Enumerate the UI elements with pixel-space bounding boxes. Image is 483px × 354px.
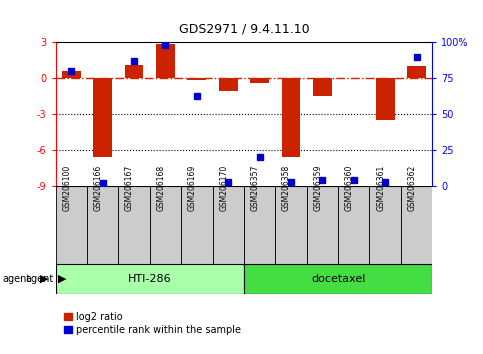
Bar bbox=[338, 186, 369, 264]
Bar bbox=[369, 186, 401, 264]
Text: GSM206360: GSM206360 bbox=[345, 165, 354, 211]
Text: agent: agent bbox=[2, 274, 30, 284]
Text: GSM206170: GSM206170 bbox=[219, 165, 228, 211]
Bar bbox=[407, 67, 426, 78]
Text: ▶: ▶ bbox=[40, 274, 48, 284]
Bar bbox=[401, 186, 432, 264]
Text: GSM206168: GSM206168 bbox=[156, 165, 165, 211]
Bar bbox=[56, 264, 244, 294]
Text: agent: agent bbox=[25, 274, 53, 284]
Text: HTI-286: HTI-286 bbox=[128, 274, 171, 284]
Bar bbox=[181, 186, 213, 264]
Bar bbox=[244, 186, 275, 264]
Bar bbox=[307, 186, 338, 264]
Bar bbox=[87, 186, 118, 264]
Text: ▶: ▶ bbox=[58, 274, 67, 284]
Bar bbox=[376, 78, 395, 120]
Bar bbox=[156, 44, 175, 78]
Text: GSM206166: GSM206166 bbox=[94, 165, 103, 211]
Bar bbox=[93, 78, 112, 157]
Bar bbox=[187, 78, 206, 80]
Bar bbox=[250, 78, 269, 82]
Bar bbox=[125, 65, 143, 78]
Text: GSM206167: GSM206167 bbox=[125, 165, 134, 211]
Bar bbox=[56, 186, 87, 264]
Text: GSM206359: GSM206359 bbox=[313, 165, 323, 211]
Text: docetaxel: docetaxel bbox=[311, 274, 365, 284]
Bar bbox=[62, 71, 81, 78]
Text: GDS2971 / 9.4.11.10: GDS2971 / 9.4.11.10 bbox=[179, 22, 309, 35]
Bar bbox=[118, 186, 150, 264]
Text: GSM206357: GSM206357 bbox=[251, 165, 260, 211]
Text: GSM206358: GSM206358 bbox=[282, 165, 291, 211]
Bar bbox=[244, 264, 432, 294]
Bar bbox=[150, 186, 181, 264]
Bar bbox=[219, 78, 238, 91]
Bar bbox=[313, 78, 332, 96]
Text: GSM206362: GSM206362 bbox=[408, 165, 416, 211]
Bar bbox=[282, 78, 300, 157]
Text: GSM206169: GSM206169 bbox=[188, 165, 197, 211]
Bar bbox=[275, 186, 307, 264]
Bar bbox=[213, 186, 244, 264]
Legend: log2 ratio, percentile rank within the sample: log2 ratio, percentile rank within the s… bbox=[60, 308, 245, 338]
Text: GSM206361: GSM206361 bbox=[376, 165, 385, 211]
Text: GSM206100: GSM206100 bbox=[62, 165, 71, 211]
